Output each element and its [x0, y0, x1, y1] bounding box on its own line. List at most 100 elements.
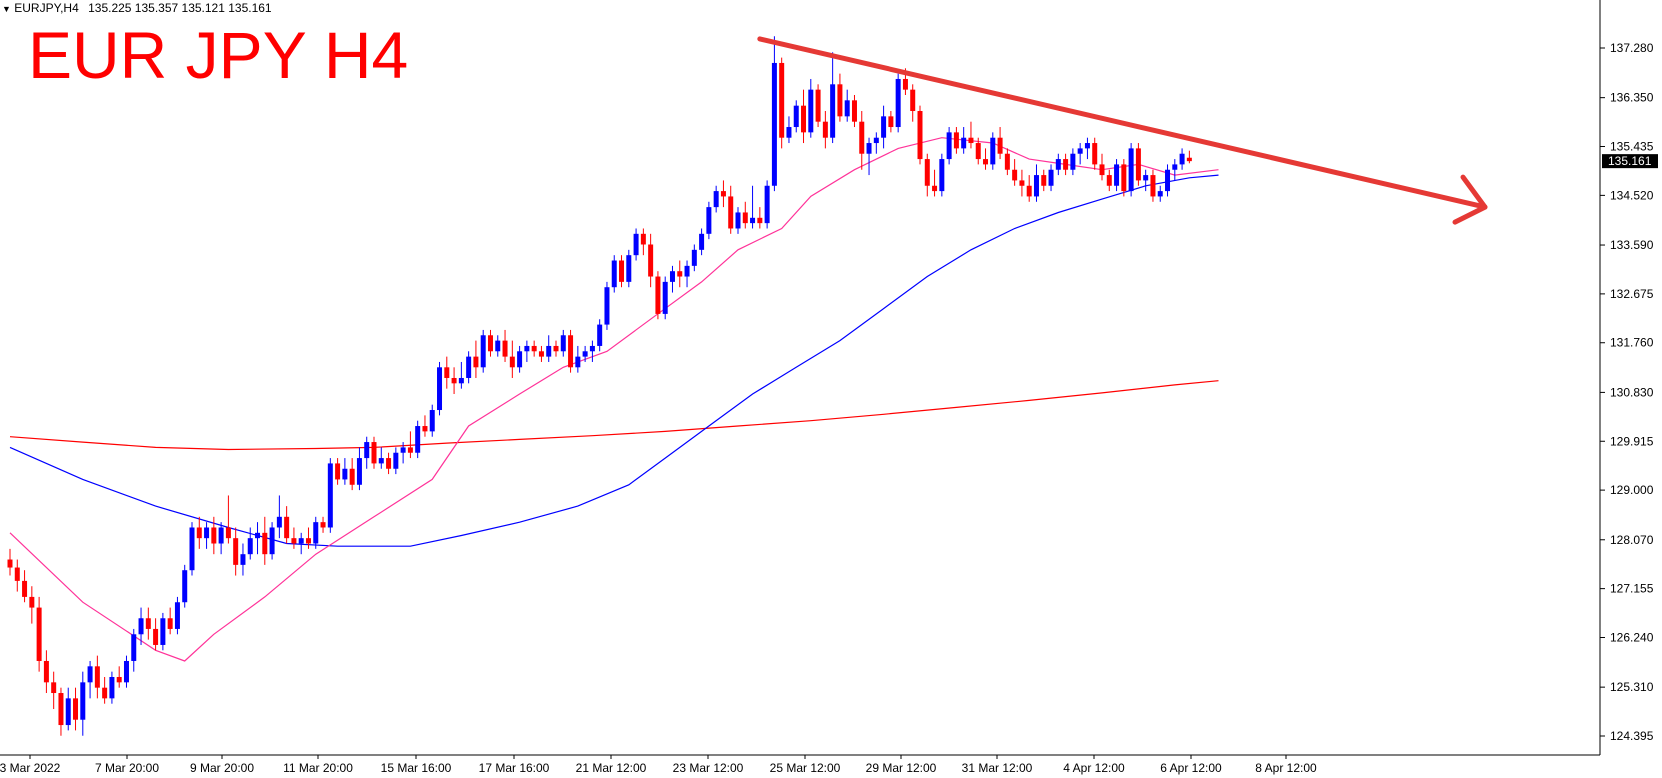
- candle-body: [444, 367, 450, 378]
- candle: [189, 522, 195, 576]
- candle: [495, 335, 501, 357]
- candle: [771, 36, 777, 192]
- candle-body: [393, 452, 399, 469]
- y-tick-label: 132.675: [1610, 287, 1654, 301]
- candle-body: [560, 335, 566, 352]
- candle: [1128, 143, 1134, 197]
- x-tick-label: 21 Mar 12:00: [576, 761, 647, 775]
- candle: [393, 447, 399, 475]
- candle: [335, 458, 341, 485]
- candle: [109, 671, 115, 704]
- candle-body: [371, 442, 377, 464]
- candle: [619, 255, 625, 288]
- candle: [327, 458, 333, 533]
- candle: [1172, 159, 1178, 181]
- candle: [888, 111, 894, 133]
- candle-body: [531, 345, 537, 352]
- candle-body: [1048, 169, 1054, 186]
- candle: [975, 137, 981, 165]
- candle-body: [480, 335, 486, 368]
- candle-body: [844, 100, 850, 117]
- candle: [728, 185, 734, 234]
- candle: [669, 265, 675, 293]
- candle-body: [364, 442, 370, 459]
- candle-body: [801, 105, 807, 133]
- candle: [415, 420, 421, 459]
- y-tick-label: 126.240: [1610, 630, 1654, 644]
- candle: [568, 329, 574, 373]
- y-tick-label: 133.590: [1610, 238, 1654, 252]
- candle: [837, 73, 843, 122]
- candle: [830, 52, 836, 144]
- candle: [342, 458, 348, 485]
- candles-group: [7, 36, 1192, 736]
- candle-body: [589, 345, 595, 352]
- candle: [1092, 137, 1098, 170]
- candle: [735, 207, 741, 234]
- trendline: [757, 36, 1488, 210]
- candle: [429, 404, 435, 437]
- candle: [233, 527, 239, 576]
- candle-body: [946, 132, 952, 160]
- candle-body: [429, 410, 435, 432]
- candle-body: [648, 244, 654, 277]
- candle: [276, 495, 282, 539]
- candle: [1121, 159, 1127, 197]
- price-badge-bg: [1602, 154, 1658, 169]
- candle-body: [305, 538, 311, 544]
- candle: [1077, 143, 1083, 165]
- candle: [750, 185, 756, 229]
- candle-body: [1179, 153, 1185, 165]
- x-tick-label: 6 Apr 12:00: [1160, 761, 1222, 775]
- candle-body: [313, 522, 319, 544]
- x-tick-label: 15 Mar 16:00: [381, 761, 452, 775]
- candle: [138, 607, 144, 645]
- candle-body: [196, 527, 202, 539]
- candle-body: [451, 377, 457, 384]
- candle: [182, 564, 188, 608]
- candle-body: [29, 596, 35, 608]
- candle: [757, 207, 763, 229]
- candle: [255, 522, 261, 555]
- y-tick-label: 127.155: [1610, 582, 1654, 596]
- candle: [167, 607, 173, 635]
- candle-body: [1012, 169, 1018, 181]
- candle: [706, 201, 712, 240]
- candle: [1084, 137, 1090, 160]
- candle: [131, 628, 137, 672]
- candle-body: [881, 116, 887, 138]
- candle-body: [225, 527, 231, 539]
- candle: [437, 361, 443, 416]
- y-tick-label: 124.395: [1610, 729, 1654, 743]
- candle: [87, 660, 93, 699]
- candle: [684, 260, 690, 288]
- candle: [240, 543, 246, 576]
- candle-body: [990, 137, 996, 165]
- candle-body: [87, 666, 93, 683]
- candle: [298, 532, 304, 555]
- candle-body: [356, 458, 362, 485]
- x-tick-label: 29 Mar 12:00: [866, 761, 937, 775]
- candle-body: [495, 340, 501, 352]
- candle-body: [691, 249, 697, 266]
- candle-body: [837, 84, 843, 117]
- candle: [720, 180, 726, 208]
- candle-body: [1186, 157, 1192, 162]
- candle: [779, 57, 785, 149]
- candle: [386, 452, 392, 475]
- candle: [1012, 159, 1018, 186]
- candle: [524, 340, 530, 362]
- triangle-down-icon[interactable]: ▼: [2, 4, 11, 14]
- candle-body: [422, 426, 428, 432]
- candle-body: [320, 522, 326, 528]
- candle: [58, 687, 64, 736]
- candle-body: [276, 516, 282, 528]
- candle-body: [939, 159, 945, 192]
- candle-body: [189, 527, 195, 571]
- candle: [204, 522, 210, 549]
- candle: [502, 329, 508, 362]
- candle: [968, 121, 974, 149]
- candle: [655, 271, 661, 320]
